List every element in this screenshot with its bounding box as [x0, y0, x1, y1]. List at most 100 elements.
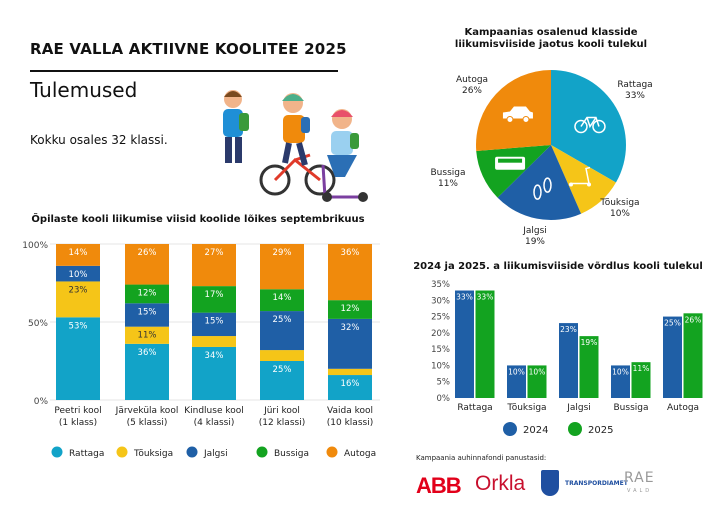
slice-value-label: 19%	[525, 237, 545, 247]
x-tick-label: Järveküla kool	[115, 406, 179, 416]
data-label: 25%	[273, 315, 292, 325]
slice-name-label: Tõuksiga	[599, 198, 639, 208]
legend-label: Jalgsi	[203, 449, 228, 459]
bar-segment-Autoga	[192, 244, 236, 287]
bar-segment-Jalgsi	[192, 312, 236, 337]
data-label: 25%	[273, 365, 292, 375]
chart-title: liikumisviiside jaotus kooli tulekul	[455, 39, 647, 50]
data-label: 29%	[273, 248, 292, 258]
bar-segment-Jalgsi	[260, 311, 304, 351]
legend-label: Tõuksiga	[133, 449, 173, 459]
bar-2025	[631, 362, 651, 398]
y-tick-label: 25%	[431, 313, 450, 323]
y-tick-label: 20%	[431, 329, 450, 339]
comparison-bar-chart: 2024 ja 2025. a liikumisviiside võrdlus …	[413, 261, 703, 436]
y-tick-label: 10%	[431, 361, 450, 371]
y-tick-label: 5%	[437, 378, 451, 388]
data-label: 10%	[612, 367, 629, 376]
x-tick-sublabel: (5 klassi)	[127, 418, 168, 428]
bar-2024	[455, 290, 474, 398]
pie-slice-Tõuksiga	[551, 145, 616, 214]
legend-marker	[186, 446, 198, 458]
pie-slice-Rattaga	[551, 70, 626, 183]
x-tick-sublabel: (4 klassi)	[194, 418, 235, 428]
x-tick-label: Kindluse kool	[184, 406, 244, 416]
legend-marker	[116, 446, 128, 458]
x-tick-sublabel: (10 klassi)	[327, 418, 373, 428]
total-classes-text: Kokku osales 32 klassi.	[30, 133, 168, 147]
bar-2024	[663, 316, 682, 398]
bar-segment-Rattaga	[260, 361, 304, 400]
bus-icon	[495, 156, 526, 170]
bar-segment-Autoga	[125, 244, 169, 285]
legend-marker	[51, 446, 63, 458]
scooter-child-icon	[321, 109, 368, 202]
bar-segment-Rattaga	[328, 375, 372, 400]
pie-slice-Bussiga	[476, 145, 551, 198]
bar-2025	[683, 313, 703, 398]
x-tick-label: Vaida kool	[327, 406, 373, 416]
data-label: 23%	[69, 285, 88, 295]
slice-value-label: 33%	[625, 91, 645, 101]
pie-slice-Jalgsi	[497, 145, 582, 221]
bar-segment-Jalgsi	[328, 318, 372, 369]
y-tick-label: 15%	[431, 345, 450, 355]
data-label: 33%	[456, 293, 473, 302]
legend-marker	[256, 446, 268, 458]
chart-title: Kampaanias osalenud klasside	[464, 27, 637, 38]
bar-segment-Bussiga	[125, 284, 169, 304]
transpordiamet-logo: TRANSPORDIAMET	[565, 480, 628, 487]
title-divider	[30, 70, 338, 72]
x-tick-label: Rattaga	[457, 403, 492, 413]
bar-segment-Tõuksiga	[56, 281, 100, 318]
page-subtitle: Tulemused	[30, 78, 138, 102]
bar-segment-Tõuksiga	[125, 326, 169, 344]
data-label: 10%	[529, 367, 546, 376]
bar-2025	[527, 365, 547, 398]
x-tick-label: Jüri kool	[263, 406, 300, 416]
walking-child-icon	[223, 90, 249, 163]
bar-segment-Jalgsi	[56, 265, 100, 282]
bar-segment-Rattaga	[125, 343, 169, 400]
x-tick-label: Peetri kool	[54, 406, 101, 416]
stacked-bar-chart: Õpilaste kooli liikumise viisid koolide …	[22, 212, 380, 459]
page-title: RAE VALLA AKTIIVNE KOOLITEE 2025	[30, 40, 347, 58]
pie-chart: Kampaanias osalenud klassideliikumisviis…	[431, 27, 653, 247]
data-label: 11%	[633, 364, 650, 373]
bar-segment-Rattaga	[192, 346, 236, 400]
x-tick-label: Bussiga	[614, 403, 649, 413]
data-label: 15%	[138, 307, 157, 317]
data-label: 16%	[341, 379, 360, 389]
bar-segment-Autoga	[260, 244, 304, 290]
bar-segment-Tõuksiga	[260, 350, 304, 361]
data-label: 10%	[69, 270, 88, 280]
data-label: 26%	[138, 248, 157, 258]
x-tick-sublabel: (12 klassi)	[259, 418, 305, 428]
bar-segment-Tõuksiga	[192, 336, 236, 347]
x-tick-label: Jalgsi	[566, 403, 591, 413]
x-tick-sublabel: (1 klass)	[59, 418, 97, 428]
data-label: 36%	[138, 348, 157, 358]
bar-segment-Bussiga	[328, 300, 372, 319]
footprints-icon	[533, 177, 552, 200]
data-label: 53%	[69, 321, 88, 331]
slice-name-label: Bussiga	[431, 168, 466, 178]
slice-name-label: Jalgsi	[522, 226, 547, 236]
data-label: 25%	[664, 319, 681, 328]
abb-logo: ABB	[416, 473, 462, 498]
legend-label: 2025	[588, 425, 613, 436]
data-label: 15%	[205, 317, 224, 327]
bar-segment-Autoga	[328, 244, 372, 301]
slice-name-label: Rattaga	[617, 80, 652, 90]
data-label: 12%	[341, 304, 360, 314]
data-label: 12%	[138, 289, 157, 299]
data-label: 19%	[581, 338, 598, 347]
bar-2025	[475, 290, 495, 398]
children-illustration	[223, 90, 368, 202]
data-label: 14%	[69, 248, 88, 258]
legend-label: Autoga	[344, 449, 376, 459]
slice-value-label: 10%	[610, 209, 630, 219]
x-tick-label: Tõuksiga	[506, 403, 546, 413]
bicycle-icon	[574, 116, 606, 134]
